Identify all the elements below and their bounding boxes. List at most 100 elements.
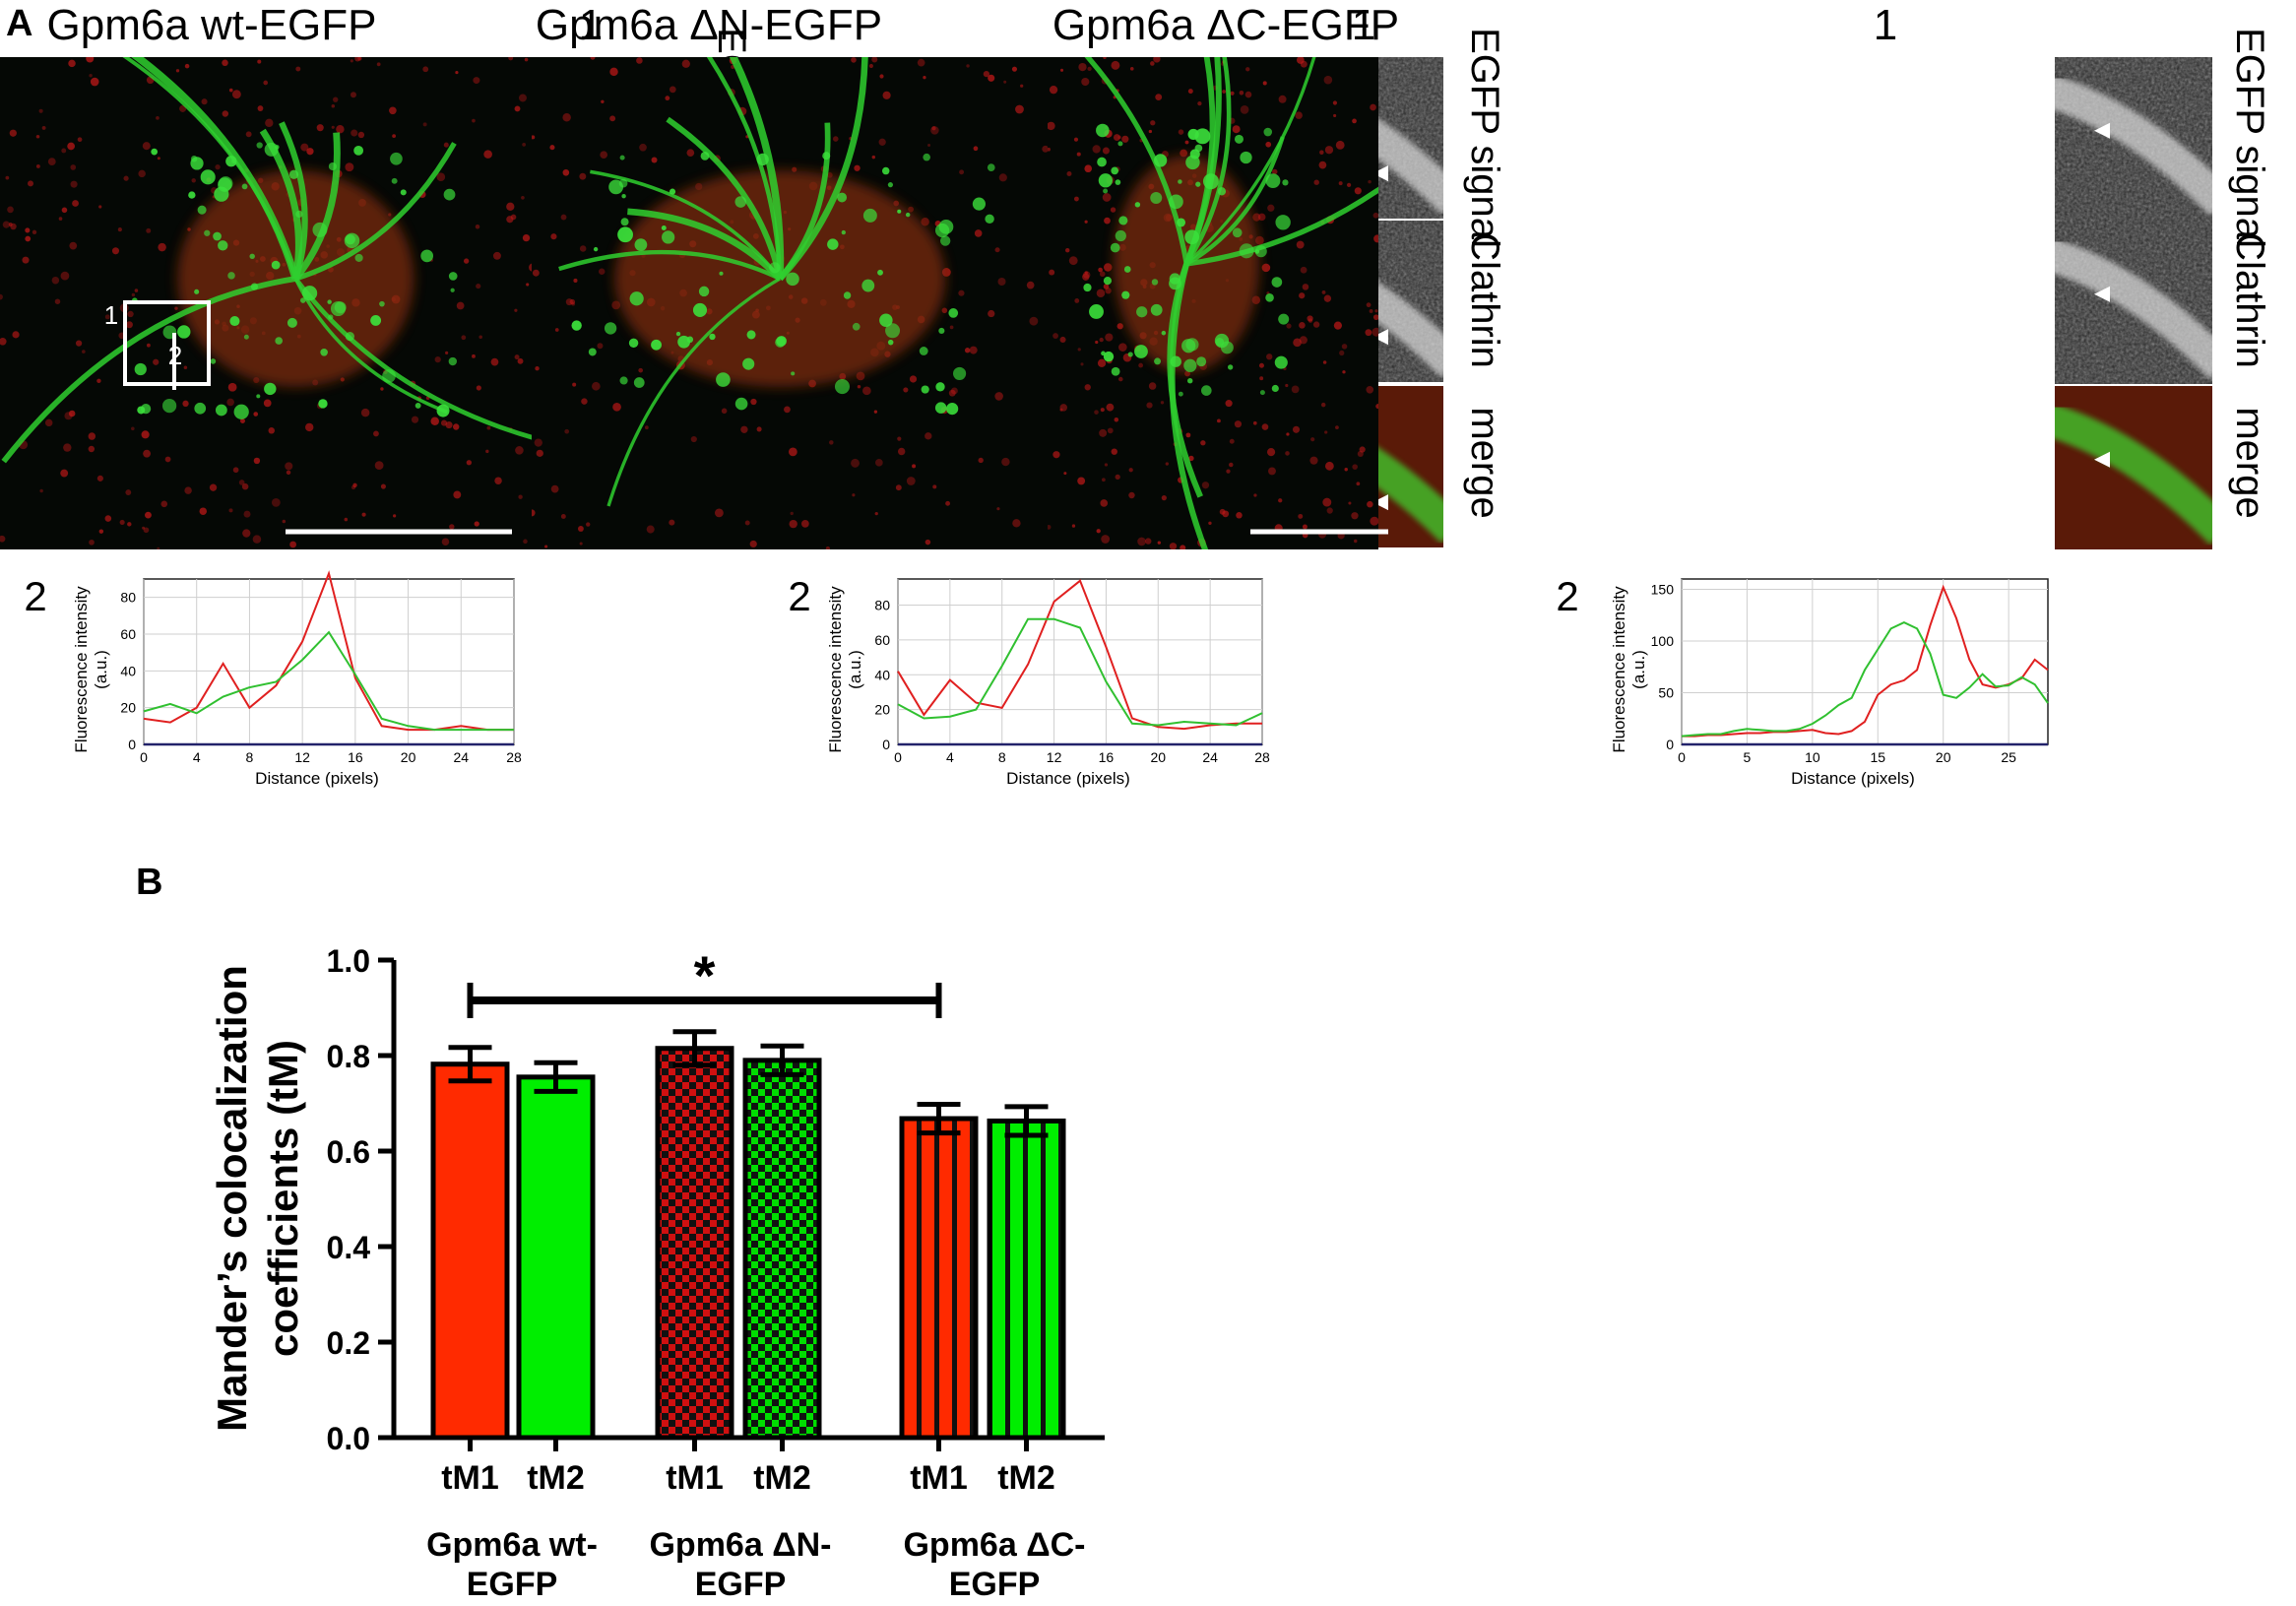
inset-clathrin [2055,221,2212,384]
x-tick-label: 0 [1678,749,1686,765]
green-profile-line [897,617,1263,727]
profile-chart-dn: 0 4 8 12 16 20 24 28 0 20 40 60 80 Distance (pixels) F… [826,578,1270,788]
panel-b-label: B [136,862,162,903]
roi-box [123,300,211,386]
x-tick-label: 20 [1150,749,1166,765]
channel-label-text: EGFP signal [1463,28,1506,248]
bar-tm2-3 [742,1058,822,1441]
profile-number: 2 [24,573,46,619]
x-axis-label: Distance (pixels) [1791,769,1915,788]
channel-label: merge [2228,407,2271,518]
bar-tm1-4 [899,1116,979,1441]
x-tick-label: 24 [453,749,469,765]
confocal-image [1048,57,1378,549]
y-tick-label: 20 [120,700,136,716]
x-tick-label: 5 [1744,749,1752,765]
y-tick-label: 0 [128,737,136,752]
profile-plot-area [897,578,1263,745]
micrograph-title: Gpm6a wt-EGFP [47,1,377,49]
arrowhead-icon [2094,122,2110,139]
channel-label: EGFP signal [2228,28,2271,248]
roi-label-1: 1 [1718,227,1732,257]
arrowhead-icon [2094,286,2110,302]
inset-egfp [2055,57,2212,221]
x-tick-label: 24 [1202,749,1218,765]
line-profile [1770,233,1792,277]
y-axis-label: Fluorescence intensity [72,586,91,753]
roi-label-2: 2 [1755,275,1769,304]
x-tick-label: 16 [1099,749,1115,765]
inset-number: 1 [579,1,603,49]
x-tick-label: 28 [1254,749,1270,765]
x-tick-label: 12 [1047,749,1062,765]
y-tick-label: 20 [874,702,890,718]
channel-label: Clathrin [1463,232,1506,368]
channel-label: Clathrin [2228,232,2271,368]
bar-tm1-0 [430,1061,510,1441]
y-tick-label: 0 [882,737,890,752]
category-label: tM1 [666,1459,724,1497]
x-tick-label: 20 [401,749,416,765]
green-profile-line [1681,620,2049,738]
arrowhead-icon [1372,494,1388,511]
bar-tm1-2 [655,1046,734,1441]
y-tick-label: 40 [874,667,890,682]
roi-label-2: 2 [168,341,182,370]
profile-plot-area [1681,578,2049,745]
channel-label: merge [1463,407,1506,518]
channel-label-text: Clathrin [1463,232,1506,368]
group-label: Gpm6a ΔC-EGFP [903,1526,1085,1603]
channel-label-text: merge [1463,407,1506,518]
inset-number: 1 [1874,1,1897,49]
bar-tm2-1 [516,1074,596,1441]
significance-star: * [694,944,716,1006]
profile-chart-wt: 0 4 8 12 16 20 24 28 0 20 40 60 80 Distance (pixels) F… [72,570,522,788]
category-label: tM1 [441,1459,499,1497]
x-tick-label: 4 [193,749,201,765]
red-profile-line [1682,584,2049,738]
y-axis-unit: (a.u.) [846,650,864,689]
y-tick-label: 0 [1666,737,1674,752]
category-label: tM2 [997,1459,1055,1497]
channel-label-text: EGFP signal [2228,28,2271,248]
y-tick-label: 0.6 [327,1134,370,1170]
y-tick-label: 60 [120,626,136,642]
x-tick-label: 4 [946,749,954,765]
x-tick-label: 16 [348,749,363,765]
arrowhead-icon [2094,451,2110,468]
x-tick-label: 0 [894,749,902,765]
profile-plot-area [143,578,515,745]
group-label: Gpm6a wt-EGFP [426,1526,598,1603]
y-axis-unit: (a.u.) [1629,650,1648,689]
y-axis-label: Fluorescence intensity [826,586,845,753]
red-profile-line [897,579,1262,731]
group-label: Gpm6a ΔN-EGFP [649,1526,831,1603]
category-label: tM2 [753,1459,811,1497]
y-tick-label: 100 [1651,633,1675,649]
category-label: tM1 [910,1459,968,1497]
y-tick-label: 0.4 [327,1230,371,1265]
inset-number: 1 [1352,1,1375,49]
y-tick-label: 1.0 [327,943,370,979]
x-tick-label: 20 [1936,749,1951,765]
red-profile-line [143,570,514,732]
y-tick-label: 80 [120,590,136,606]
arrowhead-icon [1372,165,1388,182]
micrograph-title: Gpm6a ΔC-EGFP [1052,1,1399,49]
channel-label-text: merge [2228,407,2271,518]
x-tick-label: 25 [2001,749,2016,765]
x-tick-label: 12 [294,749,310,765]
micrograph-title: Gpm6a ΔN-EGFP [536,1,882,49]
y-tick-label: 40 [120,663,136,678]
colocalization-bar-chart: 0.0 0.2 0.4 0.6 0.8 1.0 tM1 tM2 tM1 tM2 tM1 tM2 Gpm6… [209,943,1105,1603]
y-tick-label: 0.2 [327,1325,370,1361]
roi-box [1742,227,1829,315]
y-tick-label: 80 [874,598,890,613]
y-axis-unit: (a.u.) [92,650,110,689]
y-tick-label: 60 [874,632,890,648]
y-tick-label: 150 [1651,582,1675,598]
x-tick-label: 28 [506,749,522,765]
y-tick-label: 0.0 [327,1421,370,1456]
